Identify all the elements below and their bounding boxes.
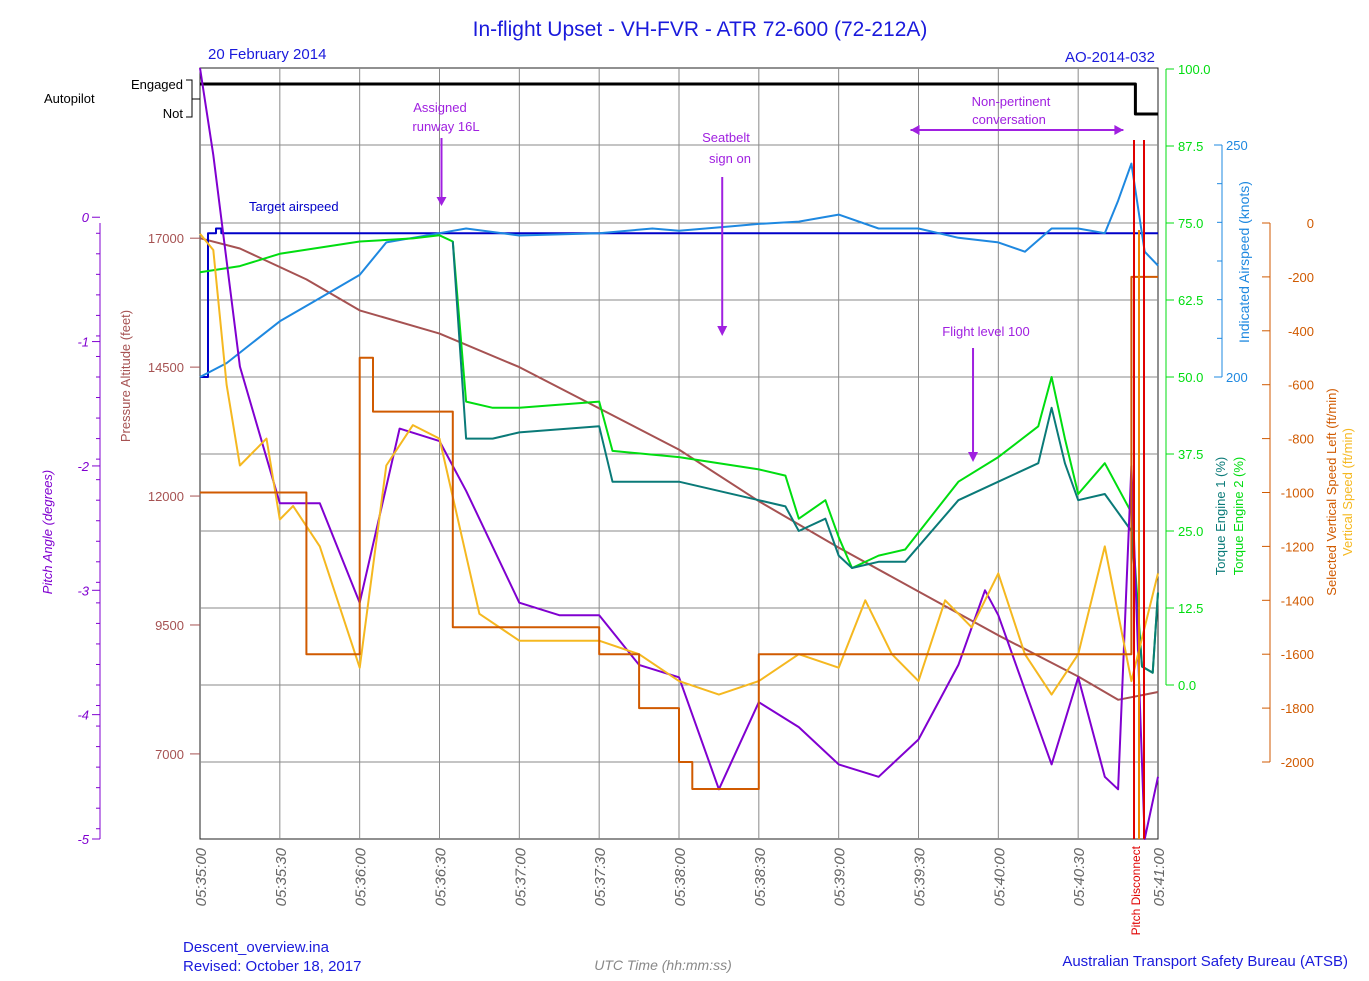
x-axis-label: UTC Time (hh:mm:ss) <box>594 957 732 973</box>
altitude-tick-label: 17000 <box>148 231 184 246</box>
annotation-conversation-arrowhead-right <box>1114 125 1124 135</box>
vs-tick-label: -1400 <box>1281 593 1314 608</box>
torque-tick-label: 100.0 <box>1178 62 1211 77</box>
altitude-axis-label: Pressure Altitude (feet) <box>118 310 133 442</box>
autopilot-tick-label: Engaged <box>131 77 183 92</box>
pitch-tick-label: -4 <box>77 708 89 723</box>
annotation-fl100: Flight level 100 <box>942 324 1029 339</box>
altitude-tick-label: 14500 <box>148 360 184 375</box>
ias-tick-label: 200 <box>1226 370 1248 385</box>
altitude-tick-label: 12000 <box>148 489 184 504</box>
series-pressure-altitude <box>199 237 1159 701</box>
vs-tick-label: -200 <box>1288 270 1314 285</box>
annotation-seatbelt-line2: sign on <box>709 151 751 166</box>
x-tick-label: 05:36:30 <box>433 847 450 906</box>
chart-date: 20 February 2014 <box>208 46 326 63</box>
series-indicated-airspeed <box>199 162 1159 378</box>
torque-tick-label: 50.0 <box>1178 370 1203 385</box>
vs-tick-label: 0 <box>1307 216 1314 231</box>
x-tick-label: 05:38:30 <box>752 847 769 906</box>
altitude-tick-label: 9500 <box>155 618 184 633</box>
x-tick-label: 05:39:30 <box>912 847 929 906</box>
x-tick-label: 05:41:00 <box>1151 847 1168 906</box>
series-selected-vertical-speed-left <box>200 275 1158 790</box>
vs-tick-label: -1000 <box>1281 486 1314 501</box>
autopilot-tick-label: Not <box>163 106 184 121</box>
vs-tick-label: -600 <box>1288 378 1314 393</box>
autopilot-bracket <box>186 79 200 118</box>
torque-tick-label: 62.5 <box>1178 293 1203 308</box>
x-tick-label: 05:36:00 <box>353 847 370 906</box>
pitch-axis-label: Pitch Angle (degrees) <box>40 470 55 595</box>
chart-title: In-flight Upset - VH-FVR - ATR 72-600 (7… <box>473 18 928 41</box>
series-vertical-speed <box>199 233 1159 696</box>
annotation-conversation-arrowhead-left <box>910 125 920 135</box>
ias-axis-label: Indicated Airspeed (knots) <box>1236 181 1252 343</box>
torque-tick-label: 75.0 <box>1178 216 1203 231</box>
annotation-conversation-line2: conversation <box>972 112 1046 127</box>
annotation-seatbelt-line1: Seatbelt <box>702 130 750 145</box>
x-tick-label: 05:35:30 <box>273 847 290 906</box>
ias-tick-label: 250 <box>1226 138 1248 153</box>
annotation-fl100-arrowhead <box>968 452 979 462</box>
x-tick-label: 05:35:00 <box>193 847 210 906</box>
vs-tick-label: -2000 <box>1281 755 1314 770</box>
torque-tick-label: 0.0 <box>1178 678 1196 693</box>
annotation-seatbelt-arrowhead <box>717 326 728 336</box>
axes: 05:35:00 05:35:30 05:36:00 05:36:30 05:37:00… <box>40 62 1355 906</box>
selected-vs-axis-label: Selected Vertical Speed Left (ft/min) <box>1324 388 1339 595</box>
torque-tick-label: 12.5 <box>1178 601 1203 616</box>
x-tick-label: 05:40:00 <box>991 847 1008 906</box>
x-tick-label: 05:37:30 <box>592 847 609 906</box>
pitch-tick-label: -5 <box>77 832 89 847</box>
vs-tick-label: -1800 <box>1281 701 1314 716</box>
x-tick-label: 05:39:00 <box>832 847 849 906</box>
torque-tick-label: 37.5 <box>1178 447 1203 462</box>
x-tick-label: 05:37:00 <box>512 847 529 906</box>
series-autopilot <box>200 82 1158 116</box>
footer-organisation: Australian Transport Safety Bureau (ATSB… <box>1062 953 1348 970</box>
vs-tick-label: -400 <box>1288 324 1314 339</box>
x-tick-label: 05:40:30 <box>1071 847 1088 906</box>
altitude-tick-label: 7000 <box>155 747 184 762</box>
vs-tick-label: -800 <box>1288 432 1314 447</box>
annotation-pitch-disconnect: Pitch Disconnect <box>1129 845 1143 935</box>
pitch-tick-label: -3 <box>77 583 89 598</box>
torque-tick-label: 87.5 <box>1178 139 1203 154</box>
annotation-runway-line2: runway 16L <box>412 119 479 134</box>
vs-tick-label: -1600 <box>1281 647 1314 662</box>
series-torque-engine-2 <box>199 234 1159 674</box>
pitch-tick-label: 0 <box>82 210 90 225</box>
vs-tick-label: -1200 <box>1281 539 1314 554</box>
footer-file: Descent_overview.ina <box>183 939 330 956</box>
series-torque-engine-1 <box>451 241 1159 674</box>
torque-engine-1-axis-label: Torque Engine 1 (%) <box>1213 457 1228 576</box>
annotation-conversation-line1: Non-pertinent <box>972 94 1051 109</box>
series-target-airspeed <box>200 227 1158 378</box>
annotation-target-airspeed: Target airspeed <box>249 199 339 214</box>
footer-revised: Revised: October 18, 2017 <box>183 958 361 975</box>
pitch-tick-label: -1 <box>77 335 89 350</box>
series-lines <box>199 67 1159 840</box>
pitch-tick-label: -2 <box>77 459 89 474</box>
torque-engine-2-axis-label: Torque Engine 2 (%) <box>1231 457 1246 576</box>
chart-reference: AO-2014-032 <box>1065 49 1155 66</box>
annotations: Assigned runway 16L Seatbelt sign on Non-per… <box>249 94 1143 935</box>
vertical-speed-axis-label: Vertical Speed (ft/min) <box>1340 428 1355 556</box>
annotation-runway-arrowhead <box>436 197 447 206</box>
annotation-runway-line1: Assigned <box>413 100 466 115</box>
torque-tick-label: 25.0 <box>1178 524 1203 539</box>
x-tick-label: 05:38:00 <box>672 847 689 906</box>
autopilot-axis-label: Autopilot <box>44 91 95 106</box>
